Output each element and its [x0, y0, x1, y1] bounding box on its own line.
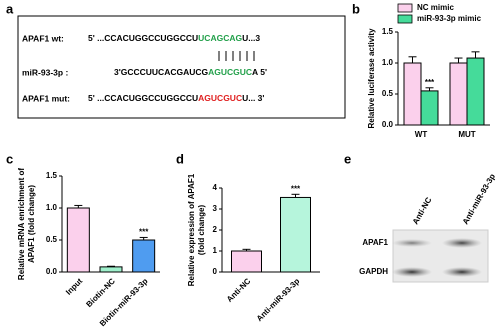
sequence-segment: 3'GCCCUUCACGAUCG [114, 67, 208, 77]
bar [403, 62, 422, 126]
y-tick-label: 4 [213, 183, 218, 192]
bar [280, 196, 311, 273]
bar [466, 57, 485, 126]
y-axis-label: Relative mRNA enrichment of [17, 168, 26, 281]
y-tick-label: 0.5 [46, 235, 58, 244]
y-tick-label: 2 [213, 225, 218, 234]
sequence-box [17, 15, 346, 119]
column-label: Anti-miR-93-3p [461, 172, 497, 226]
panel-label: b [352, 1, 360, 16]
column-label: Anti-NC [411, 196, 434, 226]
x-tick-label: Input [64, 276, 84, 296]
significance: *** [425, 78, 435, 87]
bar [449, 62, 468, 126]
y-tick-label: 1.0 [46, 203, 58, 212]
panel-label: c [6, 151, 13, 166]
y-tick-label: 0 [213, 267, 218, 276]
y-tick-label: 1.5 [382, 27, 394, 36]
sequence-segment: AGUCGUC [198, 93, 242, 103]
sequence-segment: 5' ...CCACUGGCCUGGCCU [88, 93, 198, 103]
panel-label: e [344, 151, 351, 166]
sequence-segment: U... 3' [242, 93, 264, 103]
sequence-segment: AGUCGUC [208, 67, 252, 77]
x-tick-label: Anti-miR-93-3p [255, 276, 302, 323]
bar [420, 90, 439, 126]
blot-band [392, 267, 432, 277]
y-tick-label: 0.5 [382, 89, 394, 98]
bar [99, 266, 123, 273]
sequence: 5' ...CCACUGGCCUGGCCUAGUCGUCU... 3' [88, 93, 264, 103]
x-tick-label: WT [415, 130, 428, 139]
bar [66, 207, 90, 273]
y-tick-label: 0.0 [382, 120, 394, 129]
blot-band [392, 239, 432, 247]
x-tick-label: MUT [458, 130, 475, 139]
sequence: 3'GCCCUUCACGAUCGAGUCGUCA 5' [114, 67, 267, 77]
legend-swatch [397, 3, 413, 13]
legend-label: NC mimic [417, 3, 454, 12]
pairing-lines [218, 51, 255, 61]
legend-swatch [397, 14, 413, 24]
y-tick-label: 3 [213, 204, 218, 213]
sequence: 5' ...CCACUGGCCUGGCCUUCAGCAGU...3 [88, 33, 260, 43]
y-tick-label: 0.0 [46, 267, 58, 276]
y-tick-label: 1.5 [46, 171, 58, 180]
x-tick-label: Anti-NC [225, 276, 253, 304]
sequence-segment: UCAGCAG [198, 33, 242, 43]
significance: *** [291, 184, 301, 193]
y-axis-label: Relative expression of APAF1 [187, 173, 196, 286]
row-label: APAF1 [362, 238, 388, 247]
blot-band [442, 267, 482, 277]
y-tick-label: 1 [213, 246, 218, 255]
panel-label: a [6, 1, 14, 16]
sequence-segment: U...3 [242, 33, 260, 43]
y-axis-label: APAF1 (fold change) [27, 185, 36, 263]
row-name: miR-93-3p : [22, 67, 68, 77]
row-name: APAF1 wt: [22, 33, 64, 43]
significance: *** [139, 228, 149, 237]
row-name: APAF1 mut: [22, 93, 70, 103]
legend-label: miR-93-3p mimic [417, 14, 482, 23]
row-label: GAPDH [359, 267, 388, 276]
bar [132, 239, 156, 273]
bar [231, 250, 262, 273]
blot-band [442, 238, 482, 248]
sequence-segment: 5' ...CCACUGGCCUGGCCU [88, 33, 198, 43]
x-tick-label: Biotin-NC [84, 276, 117, 309]
y-axis-label: Relative luciferase activity [367, 28, 376, 129]
sequence-segment: A 5' [252, 67, 267, 77]
y-tick-label: 1.0 [382, 58, 394, 67]
panel-label: d [176, 151, 184, 166]
y-axis-label: (fold change) [197, 205, 206, 256]
